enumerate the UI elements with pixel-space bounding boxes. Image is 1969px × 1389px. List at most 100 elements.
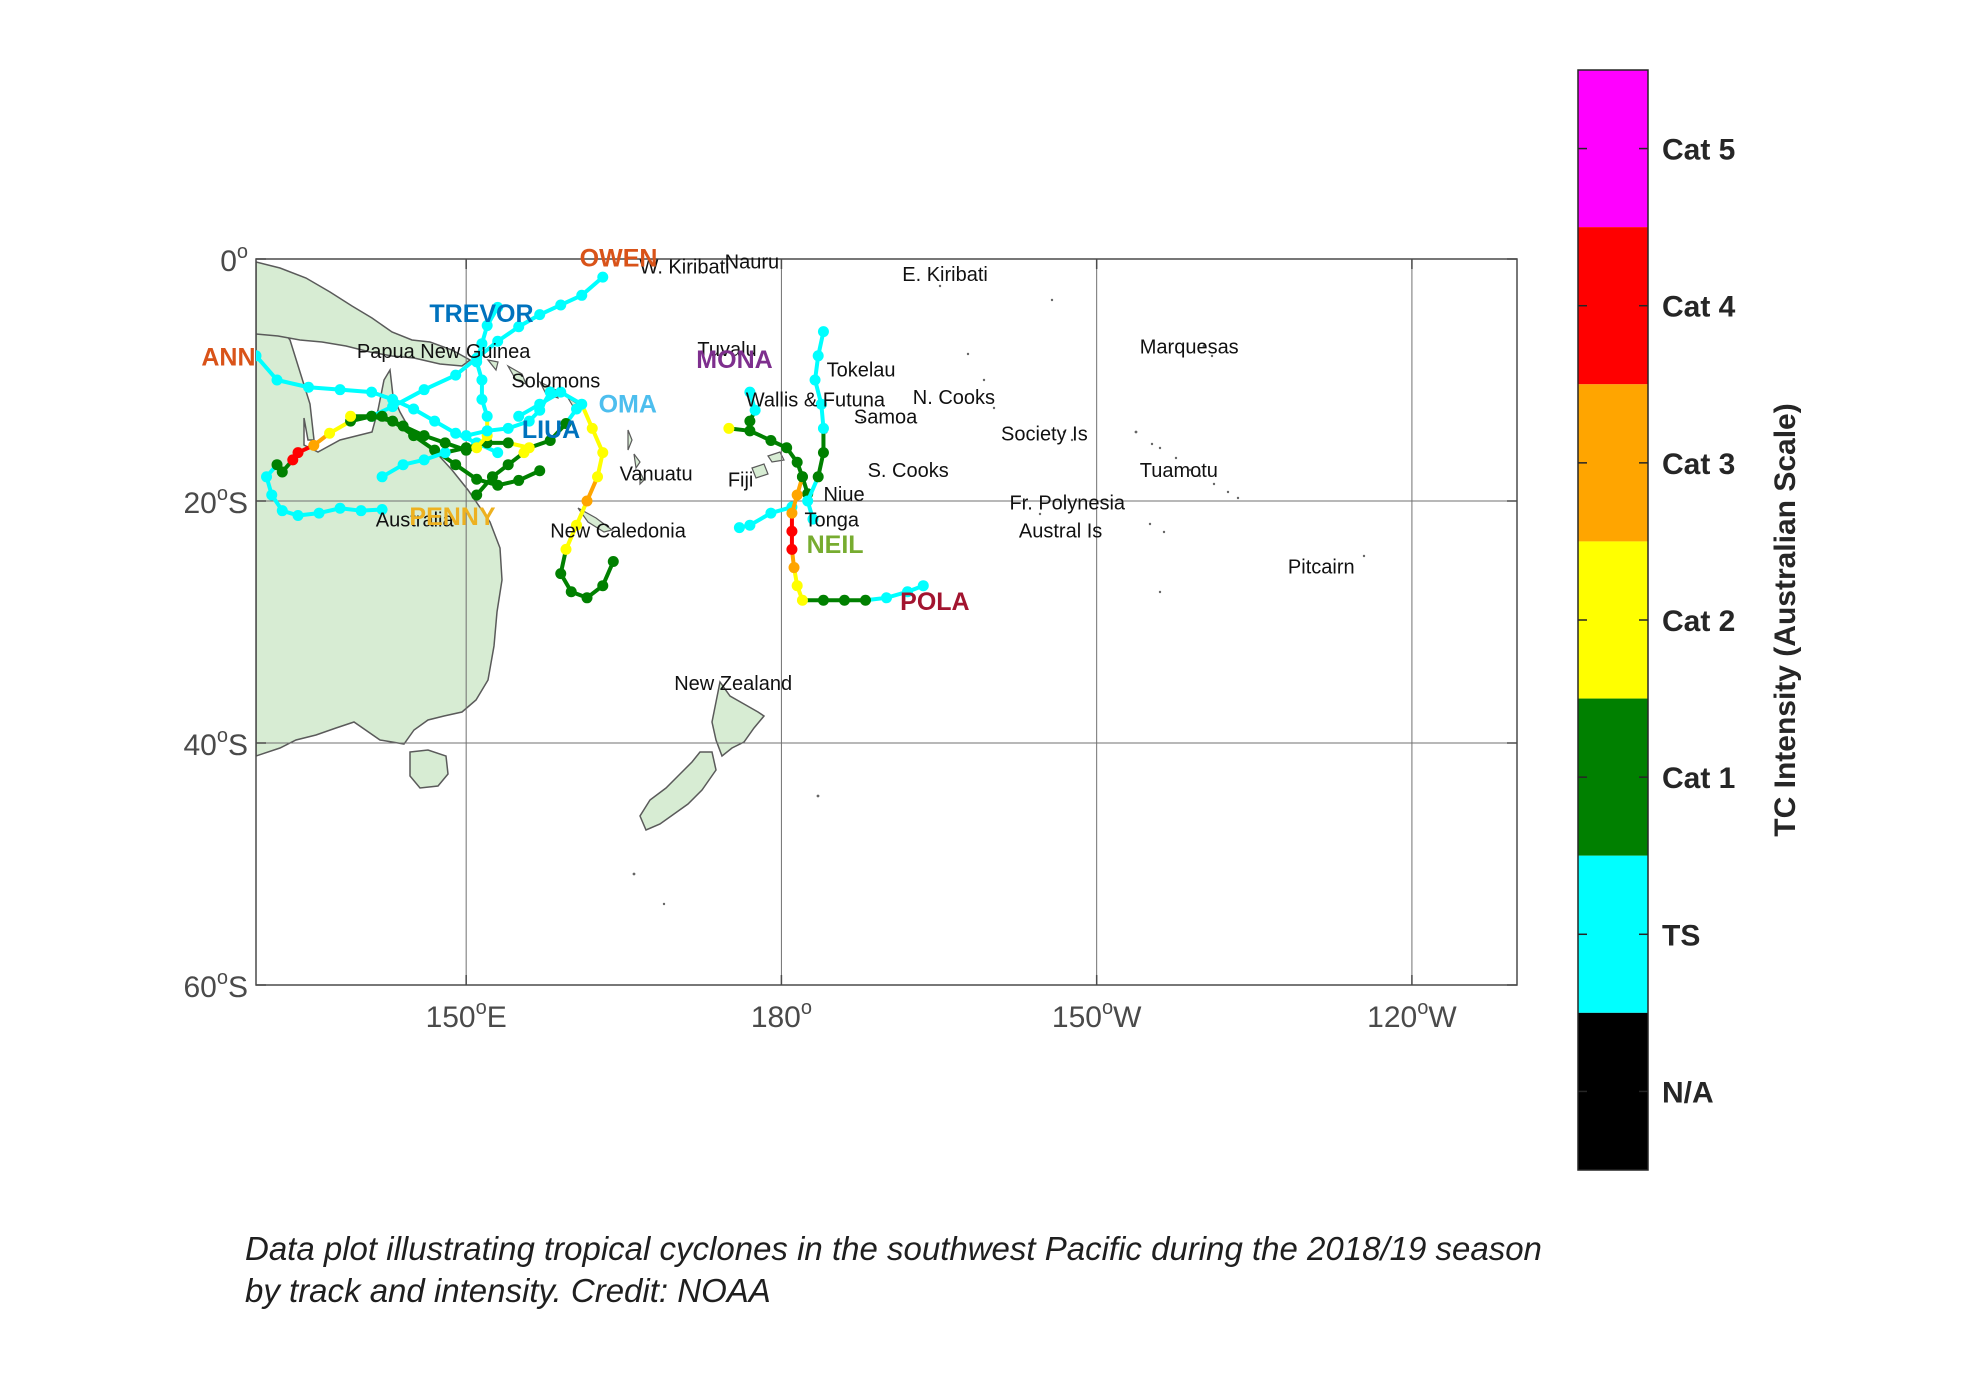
- track-point: [502, 422, 514, 434]
- track-point: [481, 320, 493, 332]
- track-point: [581, 495, 593, 507]
- place-label: Austral Is: [1019, 520, 1102, 542]
- track-point: [523, 415, 535, 427]
- track-point: [418, 454, 430, 466]
- colorbar-label: TS: [1662, 919, 1700, 952]
- track-point: [788, 562, 800, 574]
- track-point: [261, 471, 273, 483]
- track-point: [397, 420, 409, 432]
- track-point: [460, 444, 472, 456]
- place-label: Pitcairn: [1288, 557, 1355, 579]
- track-pola: [786, 471, 929, 606]
- track-point: [534, 465, 546, 477]
- new-zealand-south-island: [639, 751, 717, 831]
- track-point: [534, 309, 546, 321]
- track-point: [838, 594, 850, 606]
- place-label: Nauru: [725, 252, 779, 274]
- colorbar-frame: [1577, 69, 1649, 1171]
- y-axis-tick-label-0: 0o: [220, 241, 248, 278]
- colorbar-segment-cat-5: [1578, 70, 1648, 228]
- track-segment: [422, 373, 458, 392]
- place-label: Vanuatu: [620, 463, 693, 485]
- track-segment: [390, 387, 427, 409]
- track-point: [786, 543, 798, 555]
- place-label: Australia: [376, 509, 455, 531]
- track-point: [256, 350, 262, 362]
- y-axis-tick-label-2: 40oS: [183, 725, 248, 762]
- track-neil-2: [733, 501, 798, 534]
- track-point: [492, 335, 504, 347]
- track-point: [733, 522, 745, 534]
- fiji-islands: [751, 451, 785, 479]
- x-axis-tick-label-2: 150oW: [1052, 997, 1142, 1034]
- map-frame: [255, 258, 1518, 986]
- place-label: E. Kiribati: [902, 264, 988, 286]
- axis-ticks: [256, 258, 1517, 986]
- track-point: [471, 473, 483, 485]
- colorbar-title: TC Intensity (Australian Scale): [1769, 403, 1802, 836]
- track-owen-2: [261, 459, 388, 522]
- track-point: [744, 519, 756, 531]
- storm-label: OMA: [599, 391, 657, 419]
- place-label: New Zealand: [674, 673, 792, 695]
- storm-labels-layer: OWEN TREVOR ANN MONA OMA LIUA PENNY NEIL POLA: [201, 244, 969, 616]
- storm-label: NEIL: [807, 531, 864, 559]
- track-point: [565, 586, 577, 598]
- track-point: [303, 381, 315, 393]
- track-point: [597, 580, 609, 592]
- track-point: [376, 471, 388, 483]
- track-point: [471, 442, 483, 454]
- track-point: [450, 459, 462, 471]
- place-label: Fiji: [728, 469, 754, 491]
- track-point: [807, 513, 819, 525]
- track-point: [387, 401, 399, 413]
- track-point: [518, 447, 530, 459]
- track-point: [513, 410, 525, 422]
- track-point: [292, 510, 304, 522]
- track-point: [597, 447, 609, 459]
- track-point: [817, 594, 829, 606]
- place-label: S. Cooks: [868, 460, 949, 482]
- y-axis-tick-label-1: 20oS: [183, 483, 248, 520]
- track-point: [366, 410, 378, 422]
- track-point: [492, 301, 504, 313]
- track-point: [902, 586, 914, 598]
- track-point: [817, 326, 829, 338]
- track-point: [450, 369, 462, 381]
- track-point: [744, 415, 756, 427]
- colorbar-label: Cat 3: [1662, 448, 1735, 481]
- track-point: [271, 459, 283, 471]
- track-point: [313, 507, 325, 519]
- track-point: [592, 471, 604, 483]
- track-point: [881, 592, 892, 604]
- track-point: [276, 505, 288, 517]
- place-label: Tonga: [805, 509, 860, 531]
- colorbar-segment-ts: [1578, 855, 1648, 1013]
- track-point: [765, 507, 777, 519]
- track-point: [812, 471, 824, 483]
- place-label: W. Kiribati: [640, 257, 730, 279]
- storm-label: TREVOR: [429, 300, 533, 328]
- new-caledonia-island: [577, 507, 614, 533]
- track-point: [534, 404, 546, 416]
- track-point: [513, 474, 525, 486]
- colorbar-label: Cat 4: [1662, 291, 1736, 324]
- track-penny-2: [471, 447, 530, 501]
- track-point: [571, 519, 583, 531]
- track-point: [486, 471, 498, 483]
- track-point: [308, 439, 320, 451]
- y-axis-tick-label-3: 60oS: [183, 967, 248, 1004]
- track-point: [817, 447, 829, 459]
- track-point: [555, 386, 567, 398]
- track-point: [796, 471, 808, 483]
- cyclone-tracks-layer: [256, 271, 929, 606]
- track-point: [287, 454, 299, 466]
- figure-caption: Data plot illustrating tropical cyclones…: [245, 1228, 1745, 1312]
- place-label: New Caledonia: [550, 520, 687, 542]
- track-point: [271, 374, 283, 386]
- track-oma: [513, 386, 619, 604]
- place-label: Samoa: [854, 407, 918, 429]
- track-point: [334, 384, 346, 396]
- track-point: [723, 422, 735, 434]
- x-axis-tick-label-0: 150oE: [426, 997, 507, 1034]
